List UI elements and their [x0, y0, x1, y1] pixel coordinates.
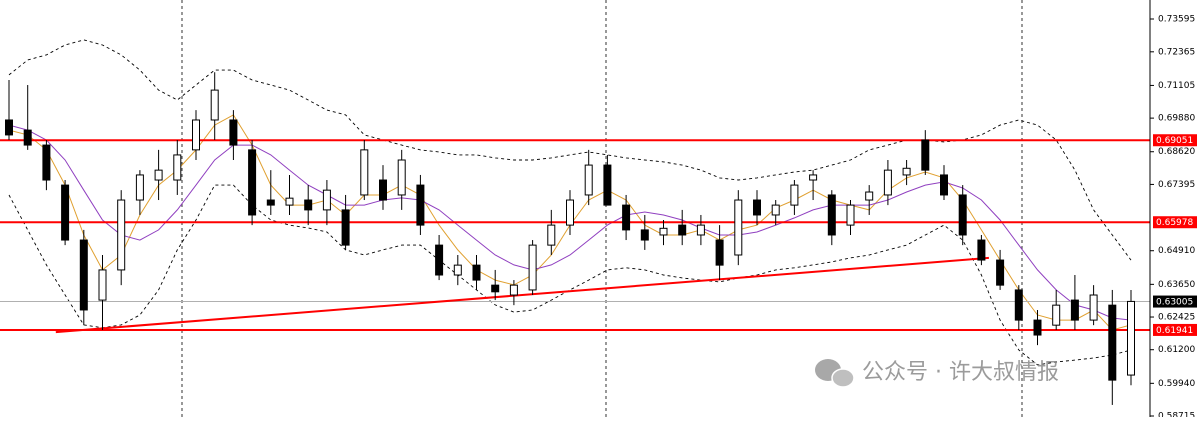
candle-body [622, 204, 631, 231]
candle-body [921, 139, 930, 171]
candle-body [322, 189, 331, 211]
candle-body [996, 259, 1005, 286]
candle-body [341, 209, 350, 246]
candle-body [696, 224, 705, 236]
plot [0, 39, 1150, 405]
level-label: 0.63005 [1156, 298, 1193, 308]
candle-body [1033, 319, 1042, 336]
candle-body [734, 199, 743, 256]
level-label-box [1153, 216, 1197, 229]
candle-body [566, 199, 574, 226]
candle-body [1089, 294, 1098, 321]
candle-body [846, 204, 855, 226]
candle-body [715, 239, 724, 266]
candle-body [1108, 304, 1117, 381]
candle-body [753, 199, 761, 216]
y-tick-label: 0.61200 [1158, 345, 1195, 355]
candle-body [154, 169, 163, 181]
y-tick-label: 0.71105 [1158, 81, 1195, 91]
candle-body [117, 199, 126, 271]
candle-body [584, 164, 593, 196]
candle-body [61, 184, 70, 241]
candle-body [23, 129, 32, 146]
candle-body [491, 284, 500, 293]
level-label: 0.65978 [1156, 218, 1193, 228]
level-label-box [1153, 323, 1197, 336]
watermark-icon [831, 368, 855, 388]
candle-body [678, 224, 687, 236]
candle-body [1014, 289, 1023, 321]
candle-body [360, 149, 369, 196]
candle-body [1052, 304, 1061, 326]
candle-body [977, 239, 986, 261]
candle-body [509, 284, 518, 296]
y-tick-label: 0.59940 [1158, 379, 1195, 389]
candle-body [304, 199, 313, 211]
candle-body [902, 167, 911, 176]
candle-body [397, 159, 406, 196]
candle-body [659, 227, 668, 236]
y-tick-label: 0.68620 [1158, 147, 1195, 157]
candle-body [958, 194, 967, 236]
band-line [8, 39, 1132, 261]
y-tick-label: 0.63650 [1158, 280, 1195, 290]
y-tick-label: 0.69880 [1158, 114, 1195, 124]
candle-body [210, 89, 219, 121]
watermark-text: 公众号 · 许大叔情报 [862, 360, 1059, 385]
candle-body [472, 264, 481, 281]
candle-body [173, 154, 182, 181]
band-line [8, 184, 1132, 366]
candle-body [5, 119, 13, 136]
candle-body [435, 244, 444, 276]
y-tick-label: 0.73595 [1158, 14, 1195, 24]
y-tick-label: 0.64910 [1158, 246, 1195, 256]
candle-body [42, 144, 51, 181]
candle-body [248, 149, 257, 216]
candle-body [809, 174, 818, 181]
y-tick-label: 0.62425 [1158, 313, 1195, 323]
candle-body [379, 179, 387, 201]
watermark: 公众号 · 许大叔情报 [815, 359, 1059, 388]
candle-body [940, 174, 948, 196]
candle-body [285, 197, 294, 206]
candle-body [771, 204, 780, 216]
y-tick-label: 0.67395 [1158, 180, 1195, 190]
candle-body [98, 269, 107, 301]
candle-body [229, 119, 238, 146]
candle-body [416, 184, 425, 226]
candle-body [827, 194, 836, 236]
trendline [55, 256, 989, 334]
candle-body [1127, 300, 1135, 376]
level-label-box [1153, 295, 1197, 308]
candle-body [135, 174, 144, 201]
candle-body [79, 239, 88, 311]
candle-body [528, 244, 537, 291]
candle-body [192, 119, 200, 151]
y-tick-label: 0.72365 [1158, 47, 1195, 57]
candle-body [453, 264, 462, 276]
candle-body [640, 229, 649, 241]
candle-body [266, 199, 275, 206]
candle-body [603, 164, 612, 206]
candle-body [1070, 299, 1079, 321]
y-tick-label: 0.58715 [1158, 412, 1195, 417]
candle-body [790, 184, 799, 206]
level-label-box [1153, 134, 1197, 147]
candle-body [547, 224, 556, 246]
level-label: 0.61941 [1156, 326, 1193, 336]
price-axis: 0.73595 0.72365 0.71105 0.69880 0.68620 0.673… [1150, 14, 1197, 421]
candle-body [865, 191, 874, 201]
level-label: 0.69051 [1156, 136, 1193, 146]
candle-body [883, 169, 892, 196]
